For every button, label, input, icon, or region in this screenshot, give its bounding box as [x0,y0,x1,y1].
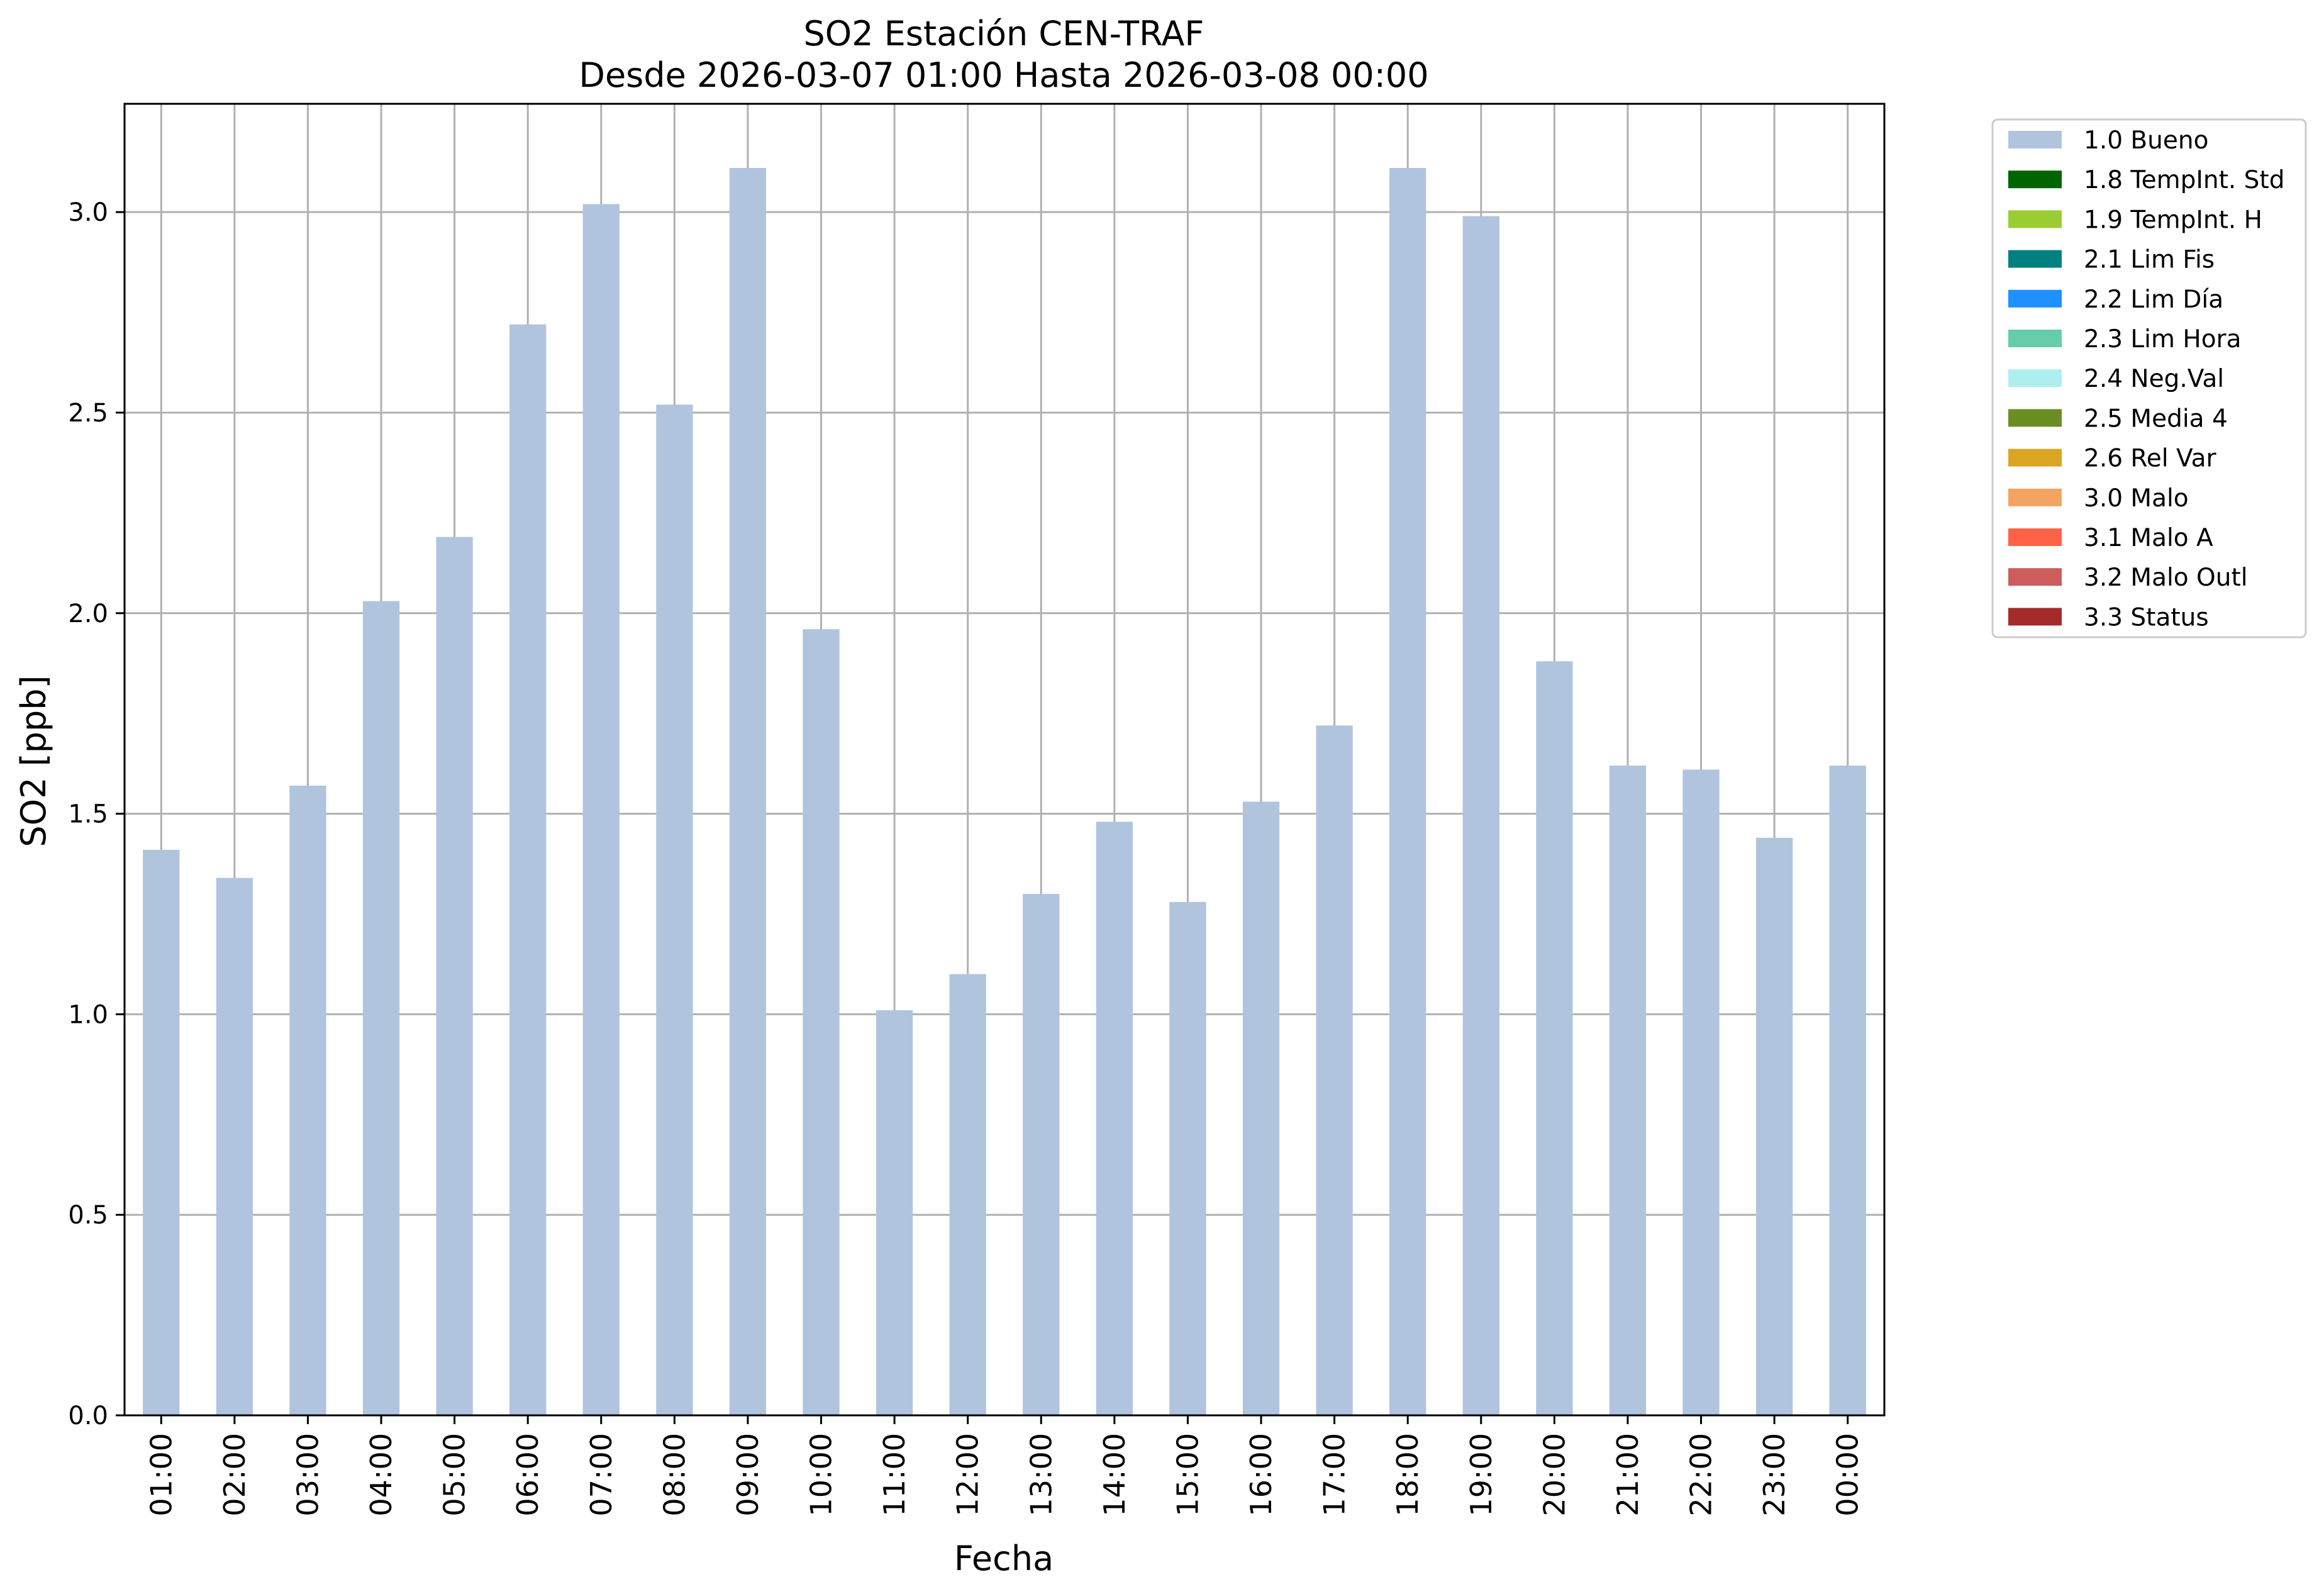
bar-0600 [509,324,547,1416]
x-tick-label: 02:00 [218,1433,252,1517]
bar-1700 [1316,725,1353,1415]
legend-entry-label: 3.2 Malo Outl [2084,564,2248,592]
x-tick-label: 19:00 [1464,1433,1498,1517]
legend-swatch [2008,210,2062,228]
bar-1100 [876,1010,913,1415]
legend-entry-label: 3.0 Malo [2084,484,2189,513]
legend-box [1991,118,2307,638]
x-tick-label: 18:00 [1391,1433,1425,1517]
legend-entry-label: 2.5 Media 4 [2084,404,2228,433]
x-tick-label: 20:00 [1537,1433,1571,1517]
x-tick-label: 01:00 [144,1433,178,1517]
bar-2100 [1609,766,1647,1415]
bar-2000 [1536,661,1573,1415]
x-tick-label: 23:00 [1757,1433,1791,1517]
x-tick-label: 12:00 [951,1433,985,1517]
legend-entry-label: 2.4 Neg.Val [2084,365,2224,393]
legend-swatch [2008,488,2062,506]
x-tick-label: 00:00 [1831,1433,1865,1517]
bar-0200 [216,878,253,1415]
x-tick-label: 07:00 [584,1433,618,1517]
legend-swatch [2008,170,2062,189]
bar-1000 [803,629,840,1416]
legend-entry-label: 2.6 Rel Var [2084,445,2217,473]
legend-swatch [2008,131,2062,148]
legend-entry-label: 2.1 Lim Fis [2084,246,2215,274]
legend-swatch [2008,449,2062,467]
y-axis-label: SO2 [ppb] [14,675,53,847]
legend-swatch [2008,250,2062,268]
x-tick-label: 15:00 [1170,1433,1204,1517]
x-tick-label: 16:00 [1244,1433,1278,1517]
legend-swatch [2008,369,2062,387]
y-tick-label: 2.5 [68,399,108,428]
bar-2200 [1682,769,1720,1415]
y-tick-label: 1.5 [68,800,108,829]
bar-1400 [1096,822,1133,1415]
bar-0500 [436,537,473,1416]
legend-swatch [2008,289,2062,308]
x-tick-label: 08:00 [657,1433,691,1517]
bar-1800 [1389,168,1426,1416]
x-tick-label: 09:00 [731,1433,765,1517]
x-tick-label: 06:00 [511,1433,545,1517]
legend-entry-label: 1.8 TempInt. Std [2084,166,2284,194]
bar-1500 [1169,901,1206,1415]
x-tick-label: 04:00 [364,1433,398,1517]
legend-entry-label: 3.3 Status [2084,603,2209,632]
bar-1300 [1023,894,1060,1415]
bar-1900 [1462,216,1499,1415]
bars [143,168,1866,1416]
y-tick-label: 0.0 [68,1402,108,1430]
bar-0900 [729,168,767,1416]
bar-2300 [1755,837,1793,1415]
x-axis-ticks: 01:00 02:00 03:00 04:00 05:00 06:00 07:00 08:00… [144,1415,1865,1517]
legend-entry-label: 2.3 Lim Hora [2084,325,2242,354]
plot-area-frame [123,103,1886,1417]
y-tick-label: 0.5 [68,1201,108,1230]
y-tick-label: 1.0 [68,1000,108,1029]
legend-entry-label: 3.1 Malo A [2084,524,2213,552]
chart-title: SO2 Estación CEN-TRAF [803,14,1204,53]
y-tick-label: 3.0 [68,198,108,227]
x-tick-label: 17:00 [1318,1433,1352,1517]
x-tick-label: 22:00 [1684,1433,1718,1517]
bar-1600 [1242,801,1280,1415]
bar-0800 [656,404,693,1416]
legend-swatch [2008,568,2062,586]
legend-swatch [2008,528,2062,546]
legend-swatch [2008,330,2062,347]
x-tick-label: 21:00 [1611,1433,1645,1517]
legend-entry-label: 1.9 TempInt. H [2084,206,2262,234]
bar-1200 [949,974,986,1415]
bar-0700 [582,204,620,1415]
chart-subtitle: Desde 2026-03-07 01:00 Hasta 2026-03-08 … [579,55,1428,95]
legend-entry-label: 2.2 Lim Día [2084,286,2223,314]
x-tick-label: 10:00 [804,1433,838,1517]
x-tick-label: 13:00 [1024,1433,1058,1517]
x-tick-label: 14:00 [1098,1433,1131,1517]
legend-entry-label: 1.0 Bueno [2084,126,2208,155]
x-tick-label: 03:00 [291,1433,325,1517]
x-tick-label: 11:00 [877,1433,911,1517]
y-tick-label: 2.0 [68,599,108,628]
bar-0400 [362,601,400,1415]
bar-0300 [289,785,326,1415]
legend-swatch [2008,608,2062,626]
bar-0100 [143,849,180,1415]
y-axis-ticks: 0.0 0.5 1.0 1.5 2.0 2.5 3.0 [68,198,125,1430]
legend: 1.0 Bueno 1.8 TempInt. Std 1.9 TempInt. H 2… [1991,118,2307,638]
bar-0000 [1829,766,1866,1415]
legend-swatch [2008,409,2062,427]
x-tick-label: 05:00 [438,1433,472,1517]
x-axis-label: Fecha [954,1539,1054,1578]
